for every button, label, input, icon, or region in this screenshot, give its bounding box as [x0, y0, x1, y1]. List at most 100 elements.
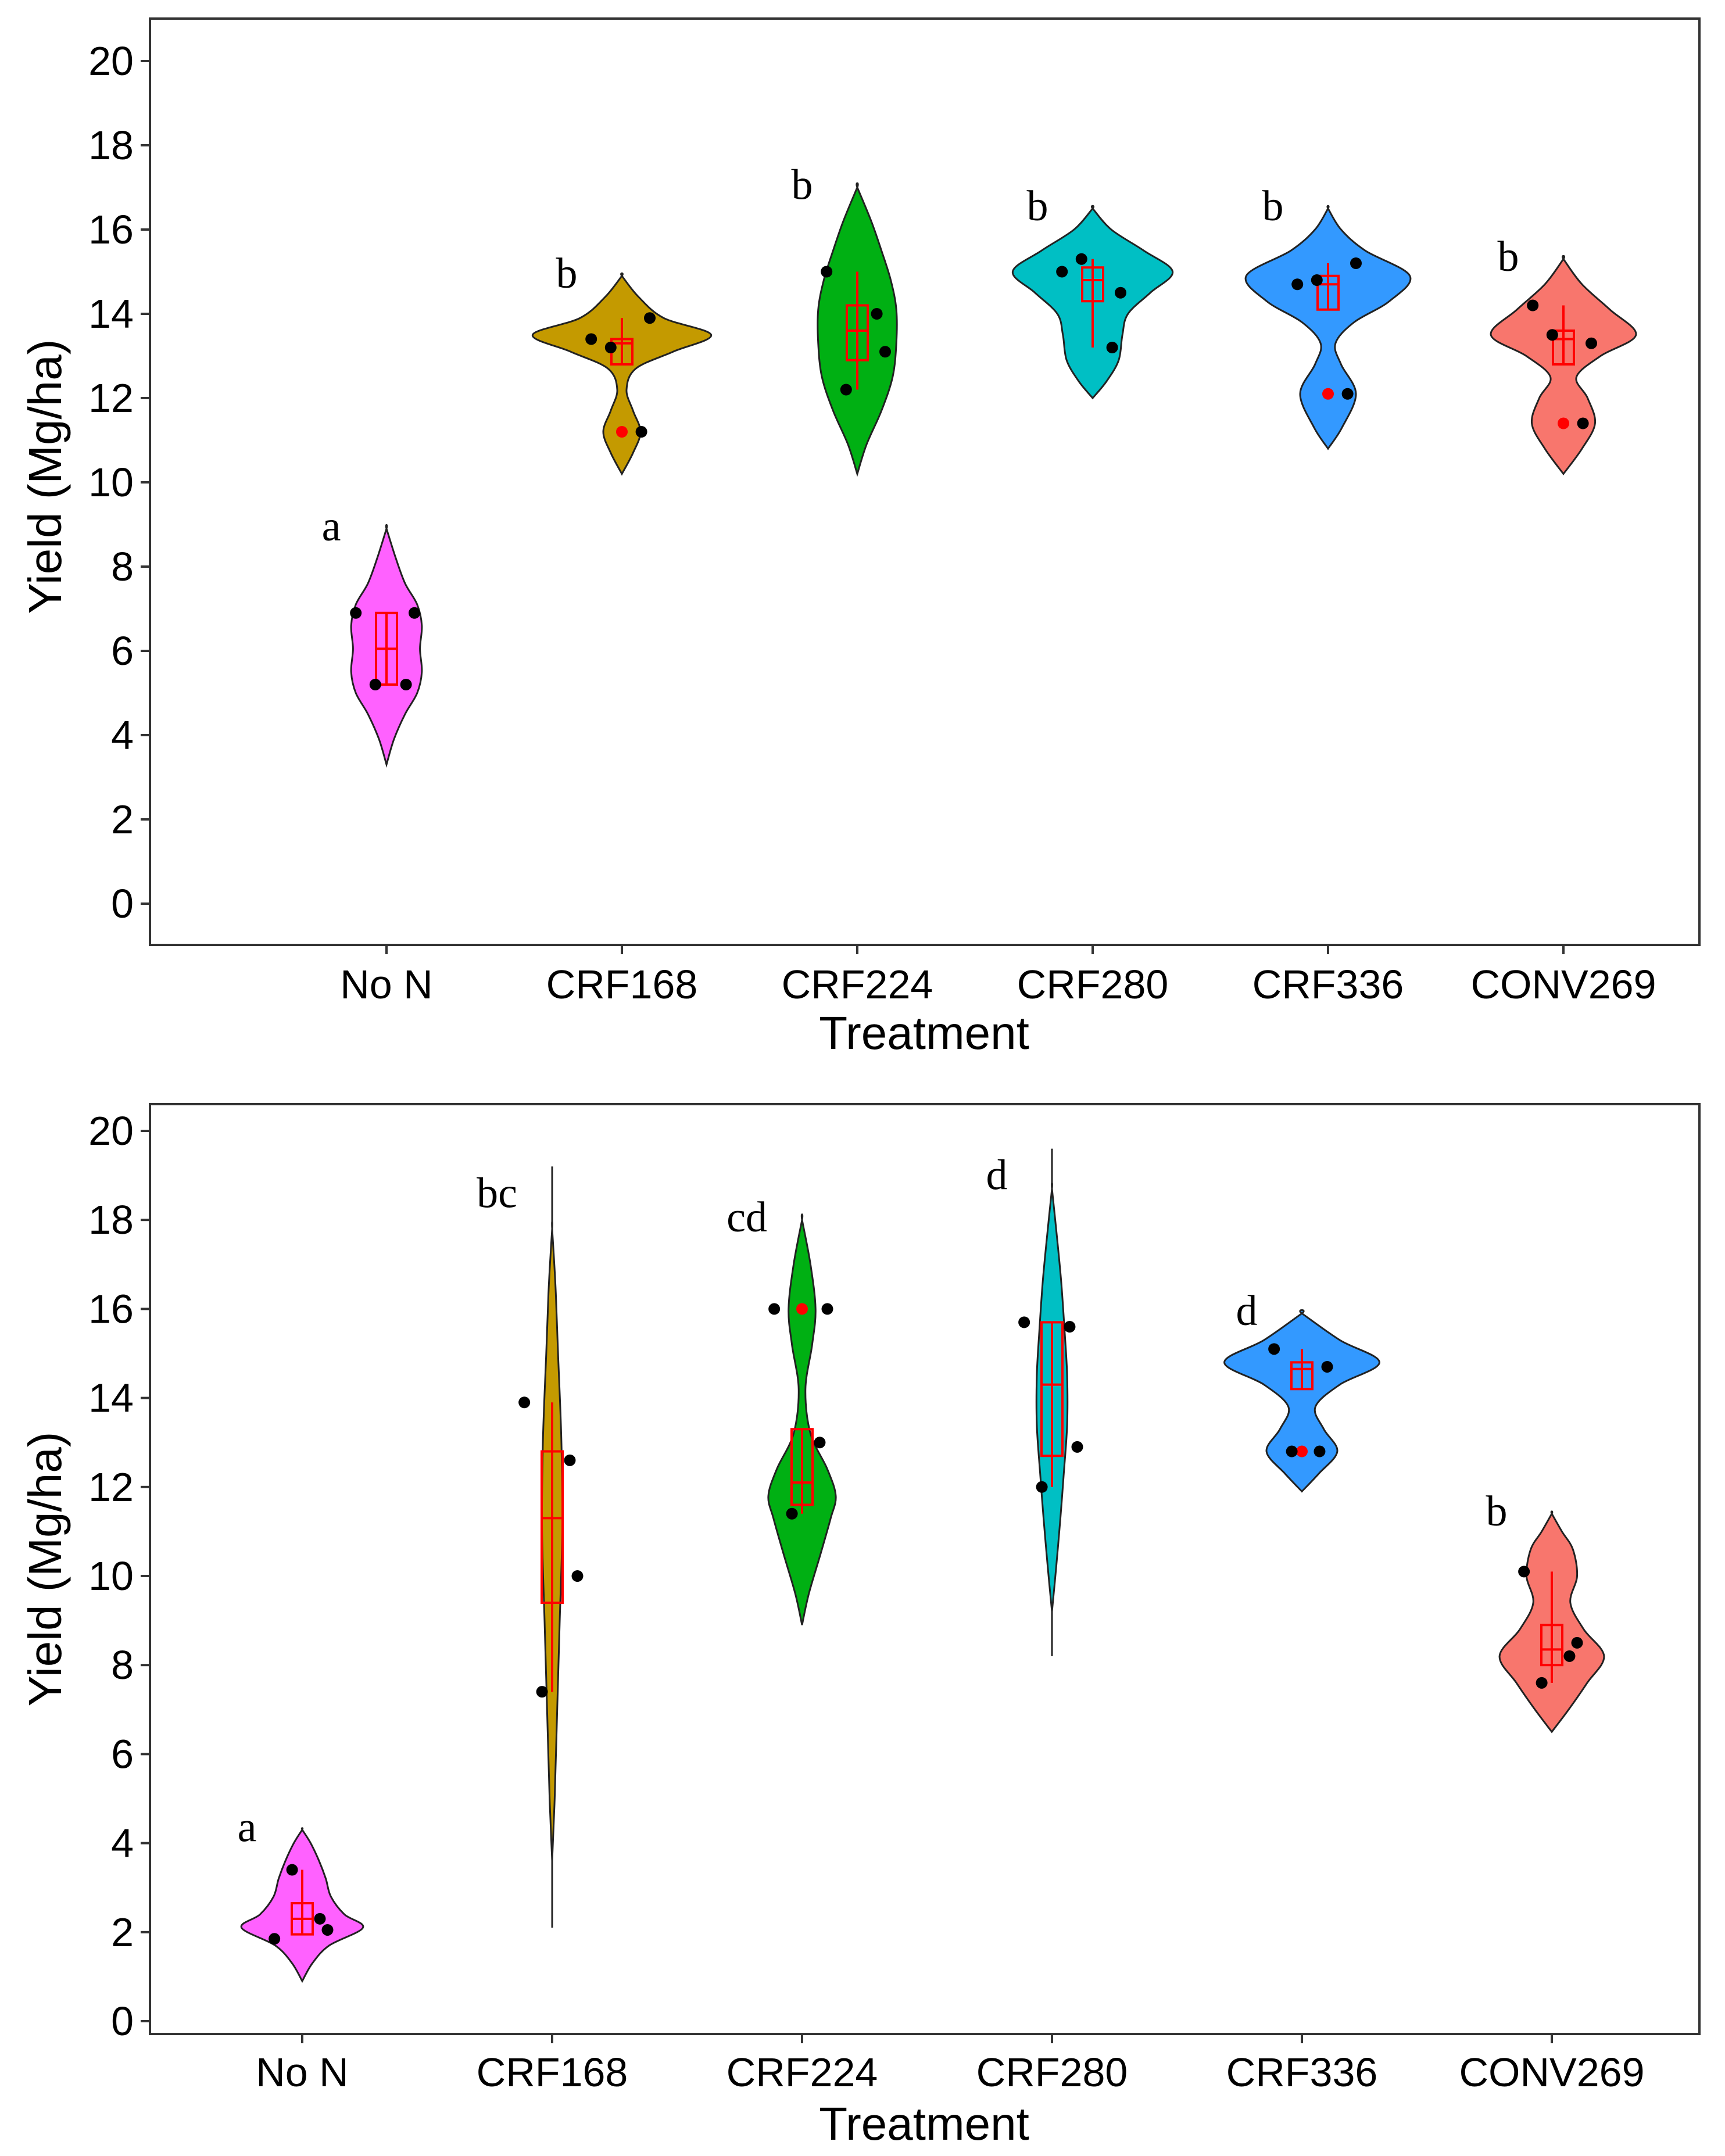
y-tick-label: 12 [88, 1464, 134, 1510]
y-tick-label: 8 [111, 1642, 134, 1688]
data-point [1536, 1677, 1548, 1689]
y-tick-label: 4 [111, 1821, 134, 1866]
data-point [369, 679, 381, 690]
x-tick-label: CRF224 [726, 2050, 878, 2095]
violin-group-conv269: b [1486, 1488, 1605, 1734]
y-tick-label: 2 [111, 797, 134, 842]
y-tick-label: 18 [88, 1197, 134, 1242]
data-point [314, 1913, 326, 1925]
x-tick-label: CRF224 [782, 962, 933, 1007]
violin-shape [531, 272, 713, 476]
data-point [1350, 257, 1362, 269]
significance-letter: a [322, 503, 341, 550]
violin-group-crf168: b [531, 250, 713, 476]
significance-letter: b [1486, 1488, 1508, 1535]
data-point [1341, 388, 1354, 400]
violin-group-crf336: d [1223, 1287, 1380, 1493]
y-tick-label: 6 [111, 628, 134, 674]
data-point [871, 308, 883, 320]
data-point [1311, 274, 1323, 286]
x-tick-label: CONV269 [1470, 962, 1656, 1007]
data-point [840, 384, 852, 396]
y-tick-label: 10 [88, 1553, 134, 1599]
data-point [644, 312, 656, 324]
plot-frame [149, 17, 1701, 946]
x-axis: No N CRF168 CRF224 CRF280 CRF336 CONV269 [256, 2034, 1645, 2095]
y-tick-label: 0 [111, 881, 134, 926]
significance-letter: bc [477, 1169, 517, 1217]
violin-shape [1223, 1309, 1380, 1493]
data-point [1577, 417, 1589, 429]
data-point [1291, 278, 1304, 291]
significance-letter: a [238, 1804, 257, 1851]
y-tick-label: 16 [88, 207, 134, 252]
data-point [604, 342, 617, 353]
y-tick-label: 10 [88, 460, 134, 505]
data-point [635, 426, 647, 438]
outlier-point [1296, 1445, 1308, 1457]
data-point [585, 333, 597, 345]
data-point [1321, 1360, 1333, 1373]
x-tick-label: CRF168 [477, 2050, 628, 2095]
box-iqr [790, 1428, 814, 1506]
x-tick-label: CRF280 [976, 2050, 1128, 2095]
violins: a b b b b b [322, 162, 1637, 768]
violin-group-crf168: bc [477, 1166, 584, 1928]
x-axis-title: Treatment [819, 1007, 1029, 1059]
data-point [286, 1864, 298, 1876]
outlier-point [1558, 417, 1569, 429]
data-point [564, 1454, 576, 1466]
data-point [879, 346, 891, 358]
y-tick-label: 4 [111, 712, 134, 758]
data-point [768, 1303, 781, 1315]
y-tick-label: 16 [88, 1286, 134, 1331]
violins: a bc cd d d b [238, 1148, 1605, 1983]
data-point [400, 679, 412, 690]
y-tick-label: 12 [88, 375, 134, 421]
violin-shape [1244, 205, 1412, 450]
data-point [1546, 329, 1558, 341]
data-point [1268, 1343, 1280, 1355]
y-axis: 0 2 4 6 8 10 12 14 16 18 20 [88, 38, 150, 926]
y-tick-label: 2 [111, 1910, 134, 1955]
box-iqr [1552, 330, 1575, 366]
data-point [1563, 1650, 1576, 1662]
x-tick-label: No N [256, 2050, 348, 2095]
y-tick-label: 8 [111, 544, 134, 589]
data-point [1571, 1636, 1583, 1649]
y-tick-label: 20 [88, 38, 134, 84]
data-point [1115, 286, 1126, 299]
significance-letter: b [1262, 182, 1284, 230]
box-iqr [1540, 1624, 1563, 1667]
significance-letter: b [556, 250, 578, 298]
data-point [321, 1924, 334, 1936]
y-tick-label: 0 [111, 1999, 134, 2044]
x-axis: No N CRF168 CRF224 CRF280 CRF336 CONV269 [340, 945, 1656, 1007]
violin-group-conv269: b [1490, 233, 1637, 476]
x-tick-label: CONV269 [1459, 2050, 1644, 2095]
box-iqr [1290, 1361, 1314, 1391]
significance-letter: b [792, 162, 813, 209]
y-tick-label: 14 [88, 1376, 134, 1421]
significance-letter: d [986, 1152, 1008, 1199]
violin-group-crf280: d [986, 1148, 1083, 1656]
x-tick-label: No N [340, 962, 432, 1007]
box-iqr [1081, 266, 1104, 303]
box-iqr [1040, 1321, 1064, 1457]
data-point [1036, 1481, 1048, 1493]
data-point [1064, 1321, 1076, 1333]
x-tick-label: CRF336 [1226, 2050, 1378, 2095]
outlier-point [796, 1303, 808, 1315]
data-point [1056, 266, 1068, 278]
data-point [536, 1686, 548, 1698]
significance-letter: d [1236, 1287, 1258, 1335]
data-point [821, 1303, 833, 1315]
data-point [571, 1570, 584, 1582]
violin-group-no-n: a [238, 1804, 364, 1983]
box-iqr [1316, 274, 1340, 311]
y-axis-title: Yield (Mg/ha) [19, 339, 71, 614]
x-tick-label: CRF336 [1252, 962, 1404, 1007]
violin-group-crf280: b [1011, 182, 1174, 400]
yield-violin-chart-bottom: 0 2 4 6 8 10 12 14 16 18 20 a bc cd d d b No N CRF168 CRF… [19, 1103, 1701, 2150]
y-tick-label: 6 [111, 1731, 134, 1777]
